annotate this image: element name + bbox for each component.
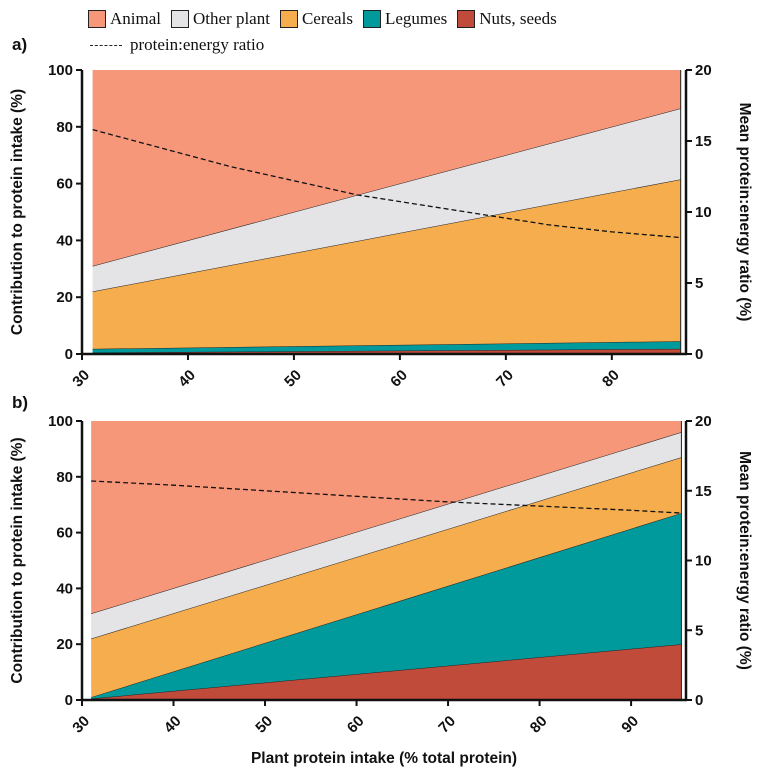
y2-tick-label: 5 (695, 275, 703, 292)
y-tick-label: 60 (56, 525, 73, 542)
y-tick-label: 80 (56, 119, 73, 136)
area-animal (92, 70, 681, 266)
x-tick-label: 80 (527, 713, 551, 737)
y2-tick-label: 0 (695, 692, 703, 709)
area-other-plant (92, 108, 681, 292)
x-tick-label: 40 (161, 713, 185, 737)
y2-tick-label: 10 (695, 553, 712, 570)
legend-ratio-label: protein:energy ratio (130, 35, 265, 54)
x-tick-label: 60 (387, 367, 411, 391)
panel-label-a: a) (12, 35, 28, 54)
chart-panel-b: 0 20 40 60 80 100 0 5 10 15 20 30 40 50 60 70 80 90 Contri… (9, 413, 753, 737)
x-tick-label: 90 (618, 713, 642, 737)
x-tick-label: 30 (69, 713, 93, 737)
area-animal (91, 421, 682, 614)
legend-label: Other plant (193, 9, 270, 28)
y-tick-label: 100 (48, 413, 73, 430)
legend-swatch (279, 10, 298, 28)
legend-row-areas: Animal Other plant Cereals Legumes Nuts, see… (88, 6, 748, 32)
panel-label-b: b) (12, 393, 29, 412)
legend-swatch (362, 10, 381, 28)
x-axis-title: Plant protein intake (% total protein) (251, 750, 517, 767)
area-cereals (92, 179, 681, 349)
y2-tick-label: 20 (695, 413, 712, 430)
legend-label: Legumes (384, 9, 448, 28)
area-legumes (92, 341, 681, 353)
x-tick-label: 80 (599, 367, 623, 391)
area-cereals (91, 457, 682, 698)
y2-axis-title: Mean protein:energy ratio (%) (736, 103, 753, 322)
x-tick-label: 50 (252, 713, 276, 737)
legend-item-animal: Animal (88, 9, 161, 29)
y2-tick-label: 10 (695, 204, 712, 221)
y-axis-title: Contribution to protein intake (%) (9, 437, 26, 683)
y2-tick-label: 15 (695, 483, 712, 500)
x-tick-label: 30 (69, 367, 93, 391)
boundary-line (91, 431, 682, 614)
legend-dash-swatch (90, 44, 122, 46)
legend-label: Cereals (301, 9, 353, 28)
y-tick-label: 20 (56, 289, 73, 306)
y-tick-label: 80 (56, 469, 73, 486)
legend-swatch (171, 10, 189, 28)
legend-label: Animal (110, 9, 161, 28)
y-axis-title: Contribution to protein intake (%) (9, 89, 26, 335)
legend-swatch (88, 10, 106, 28)
y-tick-label: 40 (56, 580, 73, 597)
legend-item-legumes: Legumes (362, 9, 448, 29)
y-tick-label: 40 (56, 232, 73, 249)
y-tick-label: 0 (65, 692, 73, 709)
boundary-line (91, 456, 682, 640)
ratio-line (91, 480, 682, 514)
legend-item-other-plant: Other plant (171, 9, 270, 29)
area-other-plant (91, 432, 682, 639)
x-tick-label: 50 (281, 367, 305, 391)
y2-tick-label: 15 (695, 133, 712, 150)
chart-panel-a: 0 20 40 60 80 100 0 5 10 15 20 30 40 50 60 70 80 Contribu… (9, 62, 753, 391)
y-tick-label: 0 (65, 346, 73, 363)
x-tick-label: 70 (435, 713, 459, 737)
x-tick-label: 40 (175, 367, 199, 391)
legend: Animal Other plant Cereals Legumes Nuts, see… (88, 6, 748, 62)
legend-label: Nuts, seeds (479, 9, 557, 28)
y-tick-label: 60 (56, 176, 73, 193)
legend-swatch (457, 10, 476, 28)
y2-tick-label: 20 (695, 62, 712, 79)
y-tick-label: 100 (48, 62, 73, 79)
ratio-line (92, 129, 681, 239)
legend-item-nuts-seeds: Nuts, seeds (457, 9, 557, 29)
x-tick-label: 60 (344, 713, 368, 737)
y2-tick-label: 5 (695, 622, 703, 639)
legend-row-ratio: protein:energy ratio (88, 32, 748, 58)
y2-axis-title: Mean protein:energy ratio (%) (736, 451, 753, 670)
y-tick-label: 20 (56, 636, 73, 653)
legend-item-cereals: Cereals (279, 9, 353, 29)
x-tick-label: 70 (493, 367, 517, 391)
y2-tick-label: 0 (695, 346, 703, 363)
